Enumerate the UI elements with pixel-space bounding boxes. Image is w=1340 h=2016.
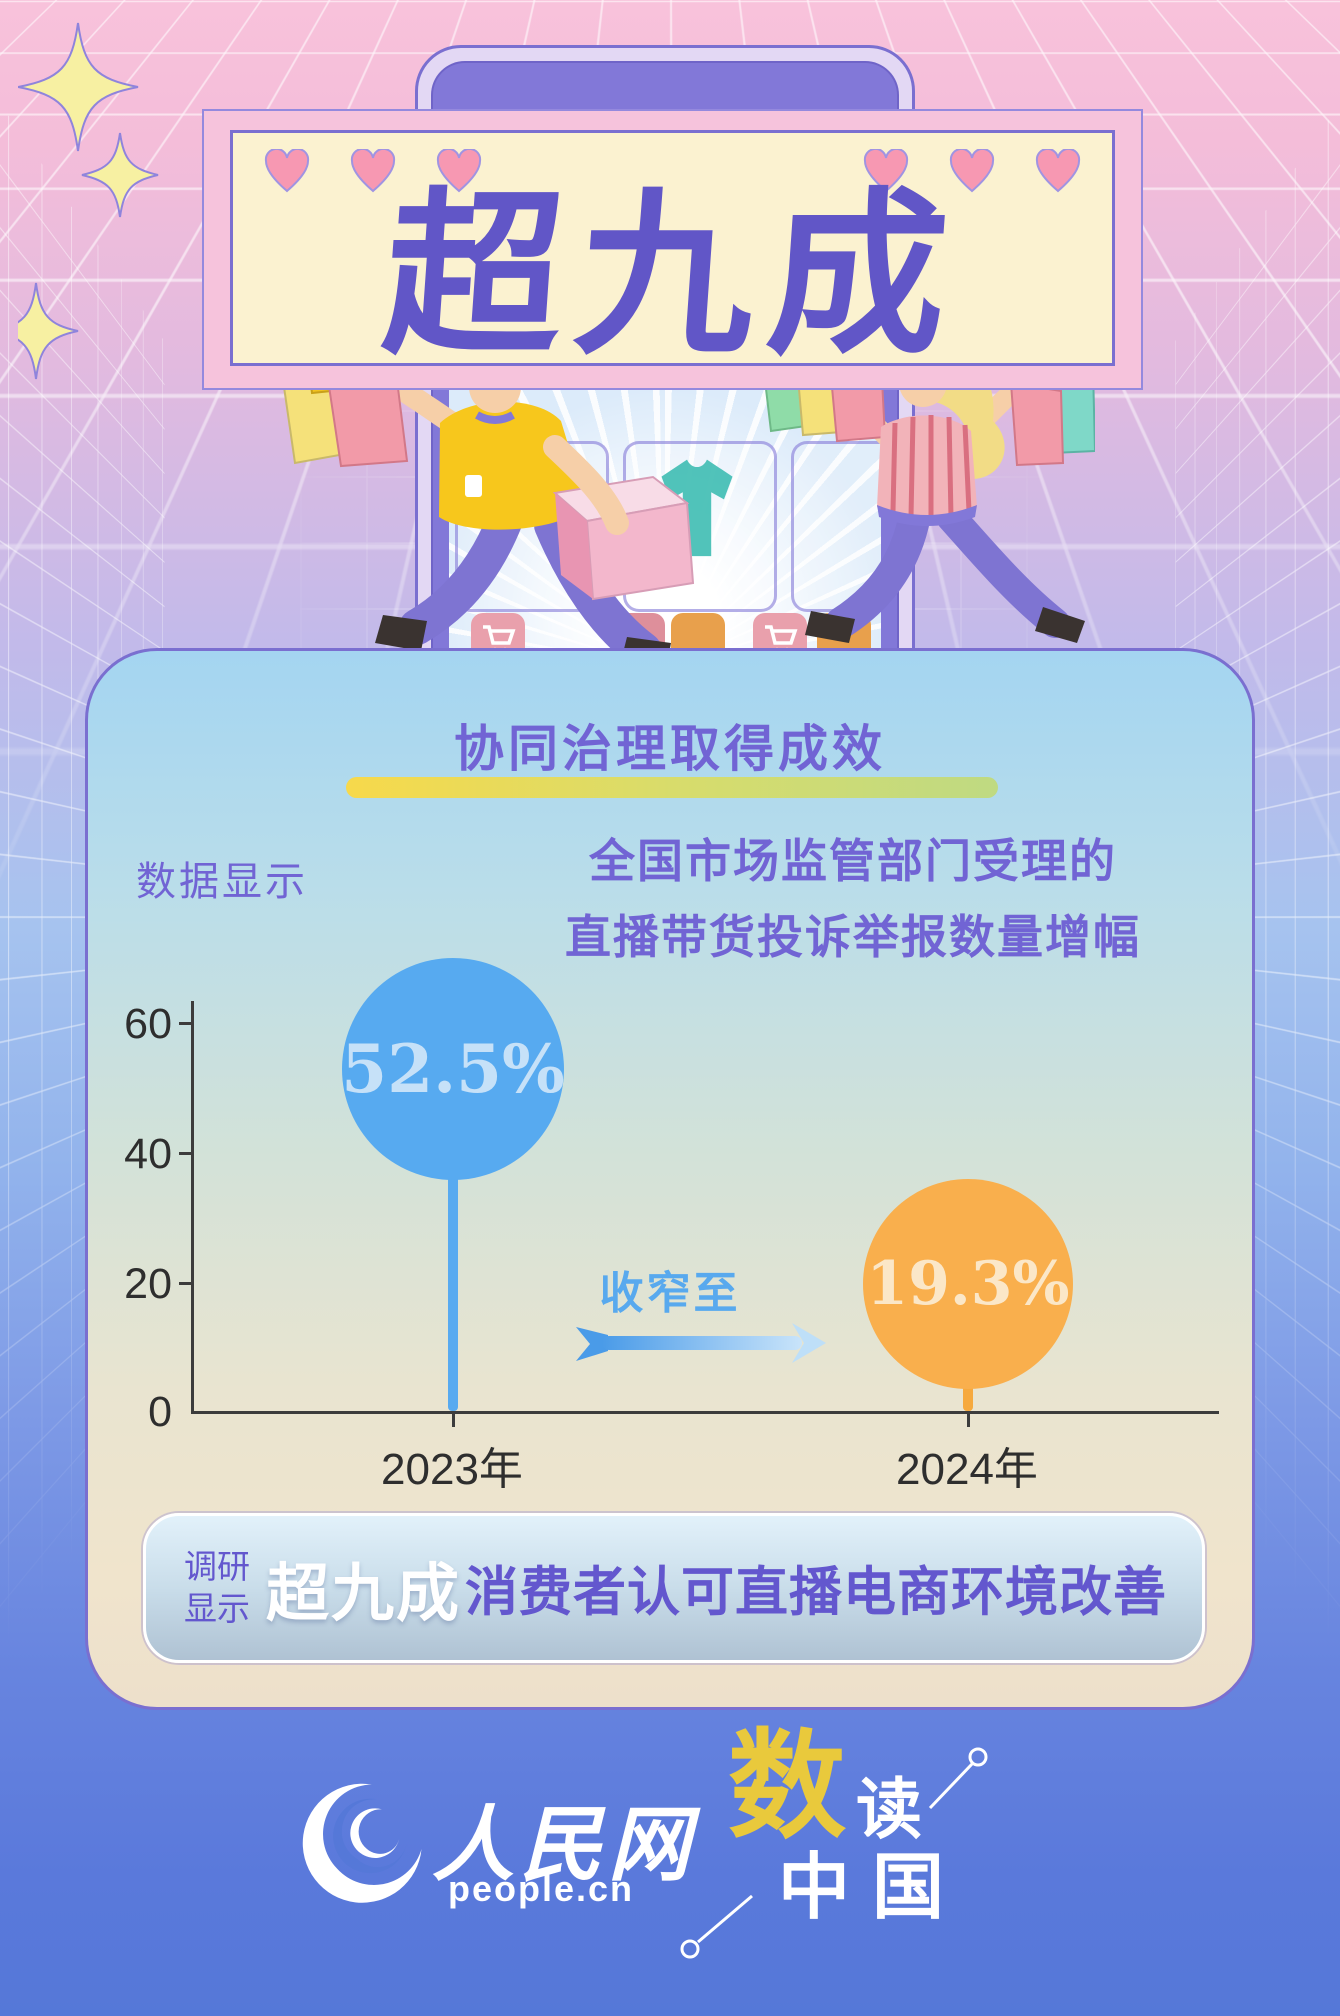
brand-char-du: 读 xyxy=(856,1772,922,1846)
y-axis xyxy=(191,1001,194,1414)
page-title: 超九成 xyxy=(377,176,968,375)
headline-banner-inner: 超九成 xyxy=(230,130,1115,375)
title-underline xyxy=(346,777,998,798)
y-tick-label: 20 xyxy=(124,1260,172,1308)
data-point-2023: 52.5% xyxy=(341,958,565,1180)
people-cn-logo-icon xyxy=(302,1783,422,1903)
x-tick xyxy=(967,1414,970,1427)
result-highlight: 超九成 xyxy=(266,1558,461,1629)
heart-icon xyxy=(264,149,310,193)
people-cn-wordmark: 人民网 xyxy=(432,1800,696,1891)
result-text: 消费者认可直播电商环境改善 xyxy=(465,1563,1167,1622)
brand-chars-zhongguo: 中国 xyxy=(778,1848,967,1928)
tshirt-icon xyxy=(661,459,733,557)
y-tick xyxy=(179,1152,192,1155)
pin-lines-decoration xyxy=(680,1747,988,1959)
x-label-2023: 2023年 xyxy=(381,1445,523,1494)
heart-icon xyxy=(350,149,396,193)
chart-description-line2: 直播带货投诉举报数量增幅 xyxy=(565,911,1141,963)
y-tick-label: 40 xyxy=(124,1130,172,1178)
x-tick xyxy=(452,1414,455,1427)
y-tick xyxy=(179,1282,192,1285)
heart-icon xyxy=(436,149,482,193)
result-prefix-line2: 显示 xyxy=(184,1590,250,1627)
card-title: 协同治理取得成效 xyxy=(454,721,886,777)
x-axis xyxy=(191,1411,1219,1414)
heart-icon xyxy=(949,149,995,193)
stats-card: 协同治理取得成效 数据显示 全国市场监管部门受理的 直播带货投诉举报数量增幅 6… xyxy=(85,648,1255,1710)
people-cn-domain: people.cn xyxy=(448,1868,635,1909)
result-banner: 调研 显示 超九成 消费者认可直播电商环境改善 xyxy=(143,1513,1205,1663)
heart-icon xyxy=(1035,149,1081,193)
sparkle-icon xyxy=(18,22,159,380)
result-prefix: 调研 显示 xyxy=(172,1546,262,1630)
hearts-right xyxy=(862,149,1082,195)
arrow-right-icon xyxy=(574,1317,846,1374)
y-tick xyxy=(179,1022,192,1025)
result-prefix-line1: 调研 xyxy=(184,1548,250,1585)
y-tick-label: 0 xyxy=(148,1388,172,1436)
chart-description-line1: 全国市场监管部门受理的 xyxy=(589,835,1117,887)
chart-description: 全国市场监管部门受理的 直播带货投诉举报数量增幅 xyxy=(468,823,1238,975)
brand-char-shu: 数 xyxy=(728,1721,847,1853)
data-point-2024: 19.3% xyxy=(863,1179,1073,1389)
man-figure xyxy=(281,345,695,655)
x-label-2024: 2024年 xyxy=(896,1445,1038,1494)
lead-label: 数据显示 xyxy=(136,860,308,904)
headline-banner: 超九成 xyxy=(202,109,1143,390)
hearts-left xyxy=(263,149,483,195)
lollipop-stem-2023 xyxy=(448,1071,458,1411)
y-tick-label: 60 xyxy=(124,1000,172,1048)
value-label-2023: 52.5% xyxy=(341,1030,565,1108)
annotation-label: 收窄至 xyxy=(599,1269,741,1318)
heart-icon xyxy=(863,149,909,193)
value-label-2024: 19.3% xyxy=(866,1249,1070,1319)
